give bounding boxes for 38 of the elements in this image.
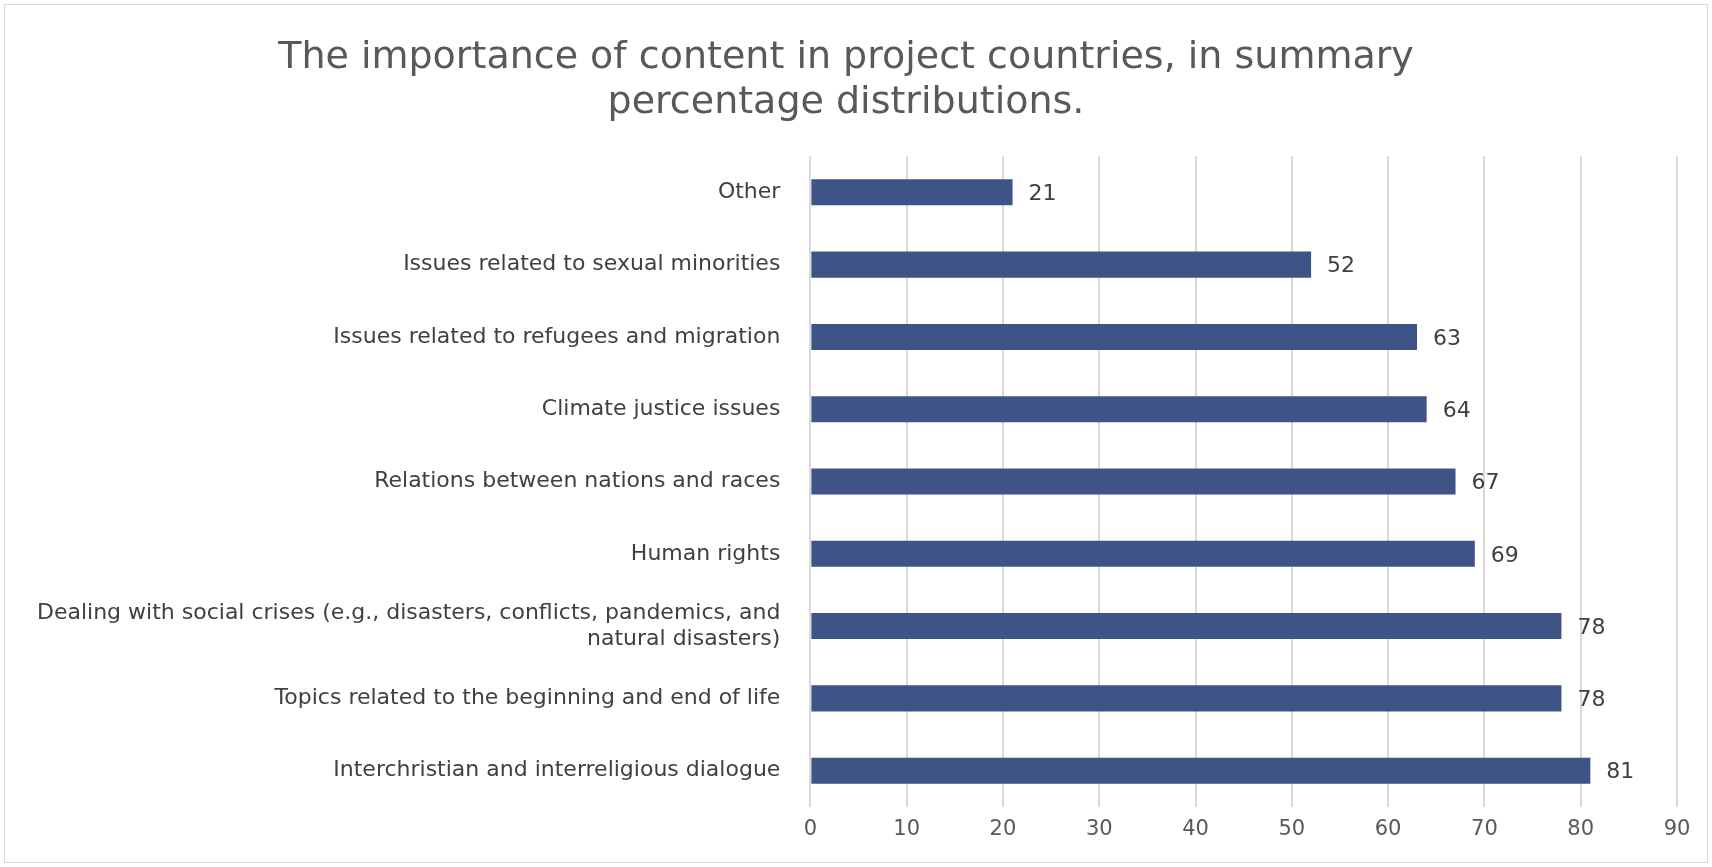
y-tick-label: Issues related to sexual minorities (403, 250, 781, 276)
y-tick-label: Topics related to the beginning and end of life (273, 684, 781, 710)
bar (811, 251, 1312, 278)
data-label: 69 (1490, 541, 1519, 567)
y-tick-label: Other (717, 178, 782, 204)
data-label: 81 (1606, 758, 1635, 784)
data-label: 52 (1327, 252, 1356, 278)
data-label: 21 (1028, 180, 1057, 206)
data-label: 78 (1577, 613, 1606, 639)
x-tick-label: 40 (1182, 815, 1209, 840)
x-tick-label: 50 (1278, 815, 1306, 840)
y-tick-label: Human rights (630, 539, 781, 565)
bar (811, 757, 1591, 784)
y-tick-label: Relations between nations and races (374, 467, 781, 493)
y-tick-label: Dealing with social crises (e.g., disasters, conflicts, pandemics, and natural disasters) (37, 598, 781, 650)
x-tick-label: 0 (803, 815, 818, 840)
data-label: 64 (1442, 396, 1471, 422)
x-tick-label: 60 (1374, 815, 1402, 840)
bar (811, 540, 1475, 567)
x-tick-label: 80 (1567, 815, 1595, 840)
x-tick-label: 20 (989, 815, 1017, 840)
x-tick-label: 70 (1471, 815, 1498, 840)
bar (811, 468, 1456, 495)
chart-title: The importance of content in project countries, in summary percentage distributions. (277, 32, 1414, 123)
data-label: 67 (1471, 469, 1500, 495)
x-tick-label: 10 (893, 815, 921, 840)
y-tick-label: Climate justice issues (541, 394, 781, 420)
bar (811, 613, 1562, 640)
bar (811, 396, 1427, 423)
data-label: 63 (1433, 324, 1462, 350)
data-label: 78 (1577, 686, 1606, 712)
x-tick-label: 30 (1085, 815, 1113, 840)
bar (811, 179, 1013, 206)
bar (811, 323, 1418, 350)
y-tick-label: Issues related to refugees and migration (333, 322, 781, 348)
bar (811, 685, 1562, 712)
x-tick-label: 90 (1663, 815, 1691, 840)
y-tick-label: Interchristian and interreligious dialogue (333, 756, 781, 782)
